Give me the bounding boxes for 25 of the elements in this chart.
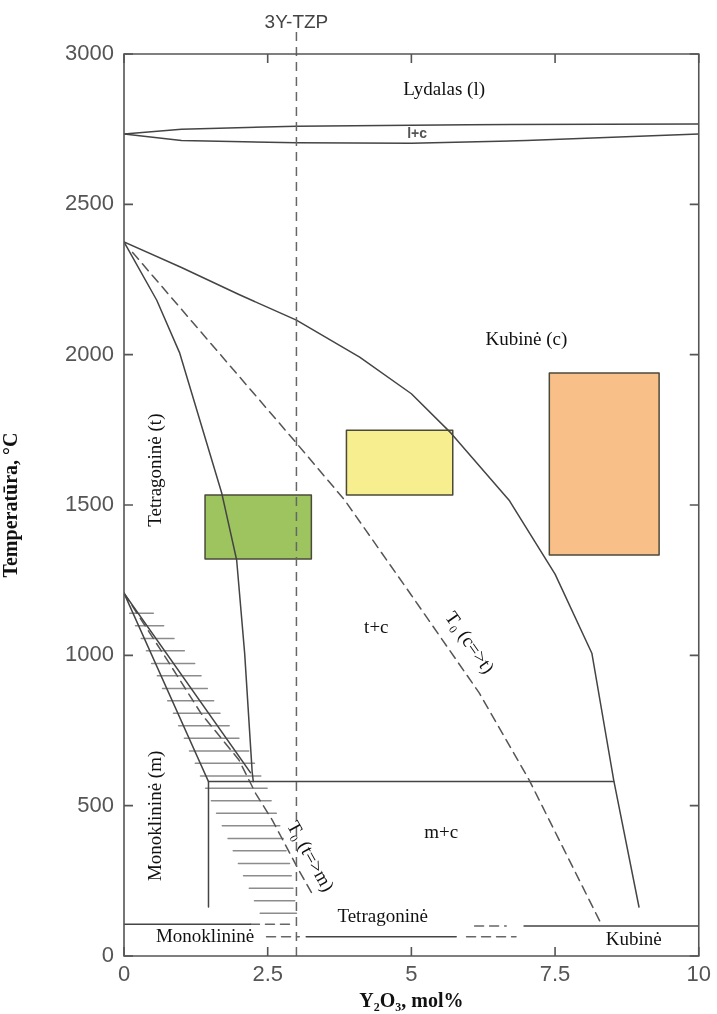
y-tick-label: 1000 bbox=[65, 641, 114, 667]
y-tick-label: 1500 bbox=[65, 491, 114, 517]
x-tick-label: 0 bbox=[117, 961, 131, 987]
x-axis-title: Y₂O₃, mol% bbox=[359, 989, 464, 1012]
annotation: Lydalas (l) bbox=[403, 78, 486, 101]
x-tick-label: 7.5 bbox=[539, 961, 571, 987]
x-tick-label: 5 bbox=[405, 961, 418, 987]
y-axis-title: Temperatūra, °C bbox=[0, 432, 23, 578]
annotation: Monoklininė bbox=[155, 924, 255, 946]
x-tick-label: 2.5 bbox=[252, 961, 283, 987]
annotation: Tetragoninė bbox=[337, 904, 428, 926]
annotation: Kubinė (c) bbox=[485, 328, 568, 351]
annotation: Kubinė bbox=[605, 928, 662, 950]
x-tick-label: 10 bbox=[686, 961, 712, 987]
ref-line-label: 3Y-TZP bbox=[264, 10, 329, 32]
annotation: l+c bbox=[407, 124, 428, 141]
y-tick-label: 3000 bbox=[65, 40, 114, 66]
y-tick-label: 500 bbox=[77, 791, 114, 817]
y-tick-label: 2000 bbox=[65, 340, 114, 366]
y-tick-label: 0 bbox=[101, 942, 114, 968]
y-tick-label: 2500 bbox=[65, 190, 114, 216]
annotation: Tetragoninė (t) bbox=[143, 413, 166, 527]
annotation: m+c bbox=[424, 821, 459, 843]
annotation: Monoklininė (m) bbox=[143, 750, 166, 882]
annotation: t+c bbox=[364, 615, 389, 637]
